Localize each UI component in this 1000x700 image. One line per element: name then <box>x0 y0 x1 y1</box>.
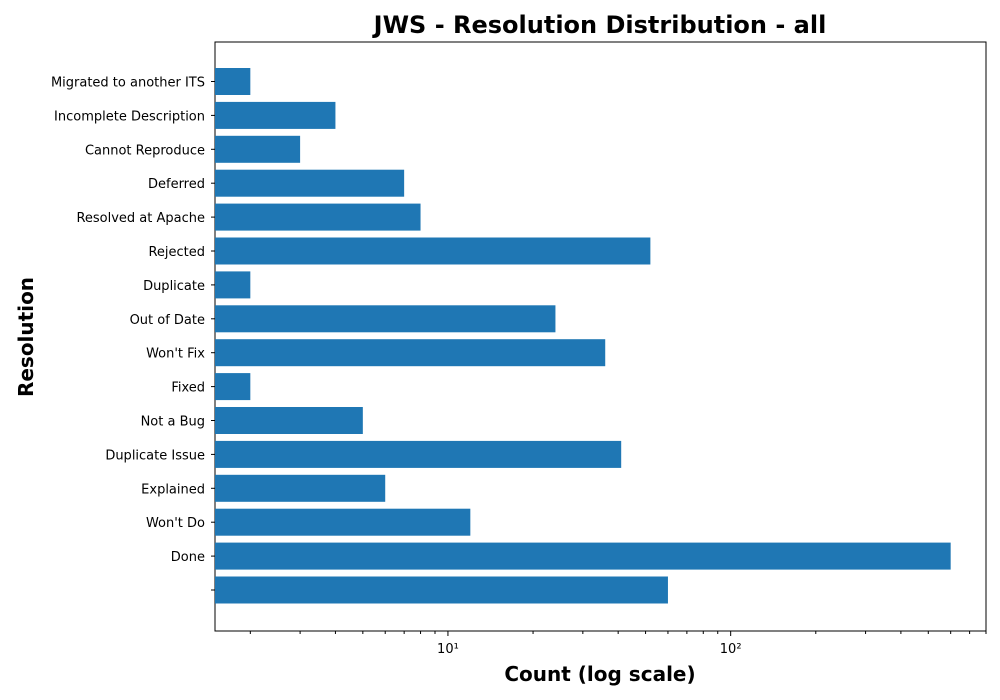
y-axis-label: Resolution <box>14 277 38 397</box>
y-tick-label-won-t-fix: Won't Fix <box>146 347 205 362</box>
bar-deferred <box>215 169 405 197</box>
y-tick-label-rejected: Rejected <box>148 245 205 260</box>
y-tick-label-cannot-reproduce: Cannot Reproduce <box>85 143 205 158</box>
y-tick-label-explained: Explained <box>141 482 205 497</box>
y-tick-label-duplicate: Duplicate <box>143 279 205 294</box>
x-tick-label-100: 10² <box>720 642 742 657</box>
bar-rejected <box>215 237 651 265</box>
plot-frame <box>214 41 987 632</box>
bar-duplicate-issue <box>215 440 622 468</box>
x-axis-label: Count (log scale) <box>504 662 695 686</box>
bar-duplicate <box>215 271 251 299</box>
bar-out-of-date <box>215 305 556 333</box>
y-tick-label-not-a-bug: Not a Bug <box>141 415 205 430</box>
bar-done <box>215 542 951 570</box>
bar-cannot-reproduce <box>215 135 301 163</box>
bar-explained <box>215 474 386 502</box>
y-tick-group: Done Won't Do Explained Duplicate Issue Not … <box>51 76 215 591</box>
y-tick-label-won-t-do: Won't Do <box>146 516 205 531</box>
bars-group <box>215 68 951 604</box>
y-tick-label-deferred: Deferred <box>148 177 205 192</box>
y-tick-label-resolved-at-apache: Resolved at Apache <box>76 211 205 226</box>
chart-title: JWS - Resolution Distribution - all <box>372 11 827 39</box>
bar-won-t-do <box>215 508 471 536</box>
x-tick-group: 10¹ 10² <box>249 631 987 657</box>
bar-won-t-fix <box>215 339 606 367</box>
y-tick-label-incomplete-description: Incomplete Description <box>54 109 205 124</box>
y-tick-label-duplicate-issue: Duplicate Issue <box>105 448 205 463</box>
y-tick-label-fixed: Fixed <box>171 381 205 396</box>
y-tick-label-migrated-to-another-its: Migrated to another ITS <box>51 76 205 91</box>
bar-blank <box>215 576 668 604</box>
y-tick-label-done: Done <box>171 550 205 565</box>
x-tick-label-10: 10¹ <box>437 642 459 657</box>
bar-incomplete-description <box>215 101 336 129</box>
bar-resolved-at-apache <box>215 203 421 231</box>
bar-migrated-to-another-its <box>215 68 251 95</box>
bar-fixed <box>215 373 251 401</box>
bar-not-a-bug <box>215 407 363 434</box>
y-tick-label-out-of-date: Out of Date <box>130 313 205 328</box>
